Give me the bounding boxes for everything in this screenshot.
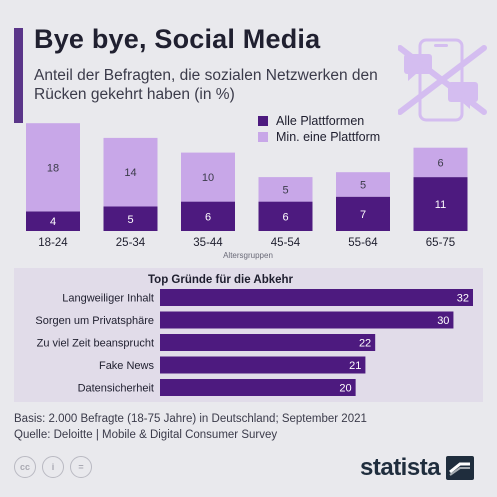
bar-segment-min-one	[336, 172, 390, 197]
x-tick-label: 45-54	[271, 237, 301, 249]
bar-value-label: 6	[282, 211, 288, 223]
reason-category-label: Datensicherheit	[78, 383, 154, 395]
no-derivatives-icon: =	[70, 456, 92, 478]
footer-notes: Basis: 2.000 Befragte (18-75 Jahre) in D…	[14, 411, 367, 443]
bar-segment-min-one	[258, 177, 313, 202]
legend-label: Alle Plattformen	[276, 114, 365, 128]
reason-bar	[160, 289, 473, 306]
x-axis-label: Altersgruppen	[223, 251, 273, 260]
reason-category-label: Langweiliger Inhalt	[62, 293, 154, 305]
footer-source: Quelle: Deloitte | Mobile & Digital Cons…	[14, 429, 278, 441]
footer-basis: Basis: 2.000 Befragte (18-75 Jahre) in D…	[14, 413, 367, 425]
x-tick-label: 55-64	[348, 237, 378, 249]
reason-bar	[160, 334, 376, 351]
bar-segment-all	[258, 201, 313, 231]
bar-value-label: 5	[360, 179, 366, 191]
cc-icon: cc	[14, 456, 36, 478]
reason-value-label: 20	[339, 383, 351, 395]
bar-value-label: 14	[124, 167, 136, 179]
page-title: Bye bye, Social Media	[34, 24, 321, 54]
reason-value-label: 22	[359, 338, 371, 350]
attribution-icon: i	[42, 456, 64, 478]
reason-category-label: Zu viel Zeit beansprucht	[37, 338, 154, 350]
bar-value-label: 6	[437, 157, 443, 169]
bar-value-label: 5	[282, 184, 288, 196]
chart-legend: Alle Plattformen Min. eine Plattform	[258, 113, 380, 145]
crossed-phone-icon	[398, 38, 487, 122]
reasons-horizontal-bar-chart: 32 Langweiliger Inhalt 30 Sorgen um Privats…	[35, 289, 473, 396]
bar-segment-min-one	[26, 123, 80, 212]
reason-value-label: 30	[437, 315, 449, 327]
legend-item-min-one: Min. eine Plattform	[258, 129, 380, 145]
bar-segment-min-one	[181, 152, 235, 202]
statista-logo-mark-icon	[446, 456, 475, 480]
bar-value-label: 11	[435, 199, 446, 211]
x-tick-label: 25-34	[116, 237, 146, 249]
bar-value-label: 6	[205, 211, 211, 223]
reason-bar	[160, 311, 454, 329]
reason-category-label: Fake News	[99, 360, 155, 372]
logo-text: statista	[360, 454, 441, 481]
legend-swatch-dark	[258, 116, 268, 126]
bar-segment-min-one	[413, 147, 468, 178]
title-accent-bar	[14, 28, 23, 123]
reason-bar	[160, 379, 356, 396]
bar-value-label: 5	[127, 214, 133, 226]
bar-segment-all	[103, 206, 158, 231]
reason-value-label: 32	[457, 293, 469, 305]
age-group-stacked-bar-chart: 4 18 18-24 5 14 25-34 6 10 35-44 6 5 45-54 7 5 55-64 11…	[26, 123, 468, 260]
page-subtitle: Anteil der Befragten, die sozialen Netzw…	[34, 67, 378, 103]
statista-logo: statista	[360, 454, 475, 482]
bar-value-label: 7	[360, 209, 366, 221]
x-tick-label: 65-75	[426, 237, 455, 249]
reason-bar	[160, 356, 366, 374]
bar-value-label: 18	[47, 162, 59, 174]
legend-swatch-light	[258, 132, 268, 142]
bar-value-label: 4	[50, 216, 56, 228]
legend-item-all: Alle Plattformen	[258, 113, 380, 129]
bar-segment-all	[336, 196, 390, 231]
bar-segment-all	[181, 201, 235, 231]
x-tick-label: 35-44	[193, 237, 223, 249]
license-icons: cc i =	[14, 456, 92, 478]
reasons-chart-title: Top Gründe für die Abkehr	[148, 274, 294, 286]
bar-segment-all	[26, 211, 80, 231]
bar-value-label: 10	[202, 172, 214, 184]
reason-value-label: 21	[349, 360, 361, 372]
x-tick-label: 18-24	[38, 237, 68, 249]
legend-label: Min. eine Plattform	[276, 130, 381, 144]
reason-category-label: Sorgen um Privatsphäre	[35, 315, 154, 327]
bar-segment-min-one	[103, 137, 158, 207]
bar-segment-all	[413, 177, 468, 231]
